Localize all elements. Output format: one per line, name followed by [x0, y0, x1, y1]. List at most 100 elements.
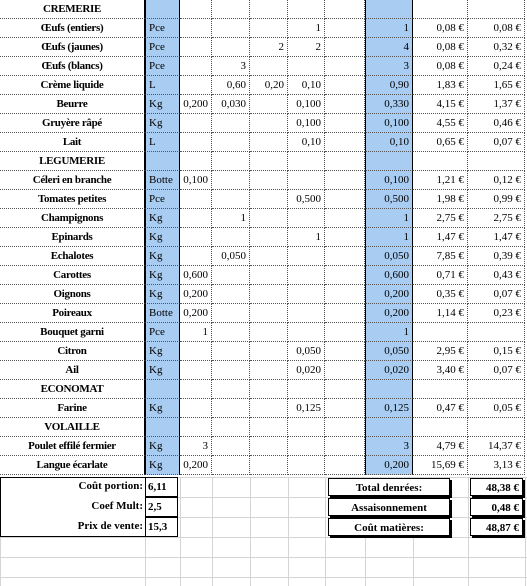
qty-cell: 0,10 [288, 133, 325, 152]
grid-line [0, 577, 527, 578]
price-cell: 0,65 € [413, 133, 468, 152]
ingredient-name: Poulet effilé fermier [0, 437, 145, 456]
qty-cell [250, 19, 288, 38]
total-qty-cell: 1 [365, 323, 413, 342]
unit-cell: Kg [145, 247, 180, 266]
qty-cell [288, 285, 325, 304]
grid-line [0, 537, 527, 538]
qty-cell [288, 418, 325, 437]
total-qty-cell: 3 [365, 57, 413, 76]
qty-cell [180, 380, 212, 399]
qty-cell [325, 152, 365, 171]
qty-cell [180, 0, 212, 19]
cost-cell: 0,12 € [468, 171, 525, 190]
qty-cell: 0,100 [180, 171, 212, 190]
ingredient-name: Lait [0, 133, 145, 152]
qty-cell [212, 19, 250, 38]
qty-cell [212, 456, 250, 475]
unit-cell: Kg [145, 114, 180, 133]
cost-cell: 3,13 € [468, 456, 525, 475]
summary-label: Coef Mult: [91, 500, 143, 512]
qty-cell [180, 361, 212, 380]
qty-cell [325, 304, 365, 323]
price-cell: 1,21 € [413, 171, 468, 190]
unit-cell: Kg [145, 361, 180, 380]
qty-cell [250, 190, 288, 209]
cost-cell: 0,46 € [468, 114, 525, 133]
qty-cell: 0,030 [212, 95, 250, 114]
qty-cell [212, 380, 250, 399]
cost-cell [468, 323, 525, 342]
summary-value: 6,11 [145, 477, 178, 497]
ingredient-name: Poireaux [0, 304, 145, 323]
qty-cell [180, 247, 212, 266]
qty-cell [250, 418, 288, 437]
total-qty-cell: 0,050 [365, 247, 413, 266]
price-cell: 1,98 € [413, 190, 468, 209]
unit-cell: Kg [145, 266, 180, 285]
qty-cell [325, 171, 365, 190]
total-qty-cell [365, 0, 413, 19]
price-cell: 1,83 € [413, 76, 468, 95]
qty-cell [250, 266, 288, 285]
qty-cell [325, 361, 365, 380]
qty-cell [250, 209, 288, 228]
unit-cell: Botte [145, 171, 180, 190]
price-cell: 0,08 € [413, 38, 468, 57]
qty-cell [250, 133, 288, 152]
cost-cell [468, 418, 525, 437]
ingredient-name: Langue écarlate [0, 456, 145, 475]
qty-cell [325, 456, 365, 475]
qty-cell [325, 380, 365, 399]
cost-cell: 0,32 € [468, 38, 525, 57]
qty-cell [325, 0, 365, 19]
section-title: VOLAILLE [0, 418, 145, 437]
qty-cell [325, 209, 365, 228]
qty-cell [212, 323, 250, 342]
qty-cell [250, 152, 288, 171]
ingredient-name: Crème liquide [0, 76, 145, 95]
qty-cell [250, 171, 288, 190]
total-qty-cell: 0,10 [365, 133, 413, 152]
price-cell: 0,08 € [413, 19, 468, 38]
price-cell: 0,08 € [413, 57, 468, 76]
cost-cell: 0,05 € [468, 399, 525, 418]
summary-value: 15,3 [145, 517, 178, 537]
qty-cell [250, 323, 288, 342]
qty-cell [250, 437, 288, 456]
qty-cell [250, 361, 288, 380]
qty-cell: 0,200 [180, 95, 212, 114]
total-qty-cell: 1 [365, 209, 413, 228]
qty-cell: 3 [212, 57, 250, 76]
qty-cell: 2 [250, 38, 288, 57]
unit-cell: Pce [145, 38, 180, 57]
price-cell [413, 380, 468, 399]
summary-label: Coût portion: [78, 480, 143, 492]
section-title: LEGUMERIE [0, 152, 145, 171]
qty-cell [325, 342, 365, 361]
qty-cell: 0,100 [288, 95, 325, 114]
qty-cell: 0,200 [180, 304, 212, 323]
summary-value: 48,38 € [470, 478, 523, 496]
qty-cell [180, 399, 212, 418]
qty-cell [325, 19, 365, 38]
cost-cell: 0,99 € [468, 190, 525, 209]
price-cell: 7,85 € [413, 247, 468, 266]
unit-cell: Kg [145, 209, 180, 228]
qty-cell [250, 228, 288, 247]
section-title: ECONOMAT [0, 380, 145, 399]
qty-cell [212, 399, 250, 418]
unit-cell: Botte [145, 304, 180, 323]
unit-cell: L [145, 133, 180, 152]
total-qty-cell: 0,200 [365, 285, 413, 304]
unit-cell: Kg [145, 342, 180, 361]
qty-cell [180, 228, 212, 247]
qty-cell: 0,10 [288, 76, 325, 95]
unit-cell: Kg [145, 437, 180, 456]
price-cell: 1,14 € [413, 304, 468, 323]
ingredient-name: Gruyère râpé [0, 114, 145, 133]
unit-cell: Kg [145, 95, 180, 114]
unit-cell [145, 418, 180, 437]
ingredient-name: Œufs (blancs) [0, 57, 145, 76]
grid-line [212, 477, 213, 586]
